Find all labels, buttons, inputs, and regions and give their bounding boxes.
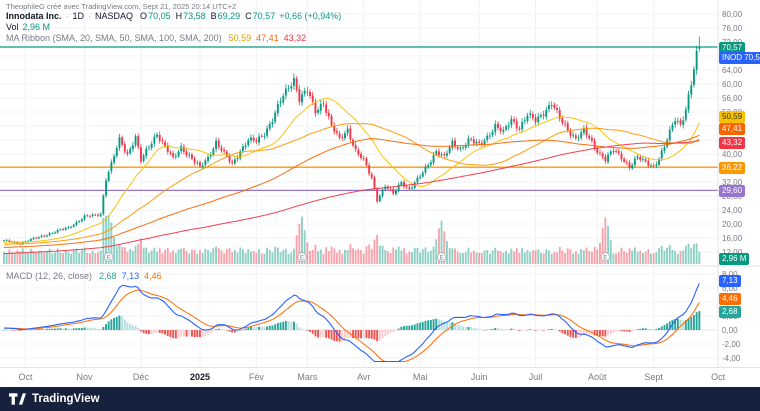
axis-badge: 29,60 xyxy=(719,184,746,197)
time-axis-label: Juin xyxy=(470,372,488,382)
ma-ribbon-value: 47,41 xyxy=(256,33,279,43)
legend-separator: · xyxy=(65,11,69,21)
axis-badge: 47,41 xyxy=(719,122,746,135)
volume-label: Vol xyxy=(6,22,19,32)
ohlc-value: 73,58 xyxy=(183,11,206,21)
price-axis-label: 32,00 xyxy=(722,177,743,187)
time-axis-label: Nov xyxy=(76,372,93,382)
macd-axis-label: 0,00 xyxy=(722,325,738,335)
price-axis-label: 40,00 xyxy=(722,149,743,159)
svg-text:E: E xyxy=(603,256,607,262)
tradingview-logo[interactable]: TradingView xyxy=(9,393,100,405)
axis-badge: 2,68 xyxy=(719,305,741,318)
ma-ribbon-label: MA Ribbon (SMA, 20, SMA, 50, SMA, 100, S… xyxy=(6,33,222,43)
macd-axis-label: -2,00 xyxy=(722,339,741,349)
macd-values: 2,68 7,13 4,46 xyxy=(99,271,162,281)
macd-legend-row[interactable]: MACD (12, 26, close) 2,68 7,13 4,46 xyxy=(6,271,162,281)
price-axis-label: 64,00 xyxy=(722,65,743,75)
ma-ribbon-value: 50,59 xyxy=(228,33,252,43)
price-axis-label: 60,00 xyxy=(722,79,743,89)
time-axis-label: Oct xyxy=(18,372,33,382)
axis-badge: 2,96 M xyxy=(719,253,750,265)
time-axis-label: Juil xyxy=(528,372,543,382)
macd-axis-label: 6,00 xyxy=(722,283,738,293)
time-axis-label: 2025 xyxy=(189,372,210,382)
ohlc-key: B xyxy=(210,11,217,21)
macd-value: 7,13 xyxy=(121,271,140,281)
time-axis-label: Déc xyxy=(132,372,149,382)
macd-axis-label: 8,00 xyxy=(722,270,738,279)
ohlc-key: H xyxy=(175,11,183,21)
time-axis-label: Sept xyxy=(644,372,663,382)
ohlc-value: 69,29 xyxy=(217,11,241,21)
tradingview-logo-icon xyxy=(9,393,26,405)
legend-separator: · xyxy=(88,11,92,21)
ohlc-value: 70,05 xyxy=(148,11,171,21)
axis-badge: 7,13 xyxy=(719,274,741,287)
tradingview-brand-text: TradingView xyxy=(32,393,100,405)
change-value: +0,66 (+0,94%) xyxy=(279,11,342,21)
ohlc-values: O 70,05 H 73,58 B 69,29 C 70,57 xyxy=(140,11,275,21)
axis-badge: 43,32 xyxy=(719,136,746,149)
price-axis[interactable]: 80,0076,0072,0068,0064,0060,0056,0052,00… xyxy=(718,0,760,368)
price-axis-label: 16,00 xyxy=(722,233,743,243)
svg-text:E: E xyxy=(440,256,444,262)
ohlc-key: C xyxy=(245,11,252,21)
macd-value: 4,46 xyxy=(144,271,162,281)
volume-legend-row[interactable]: Vol 2,96 M xyxy=(6,22,50,32)
volume-value: 2,96 M xyxy=(22,22,51,32)
time-axis-label: Oct xyxy=(711,372,726,382)
axis-badge: 50,59 xyxy=(719,111,746,124)
svg-text:E: E xyxy=(300,256,304,262)
price-axis-label: 24,00 xyxy=(722,205,743,215)
ohlc-key: O xyxy=(140,11,148,21)
ma-ribbon-value: 43,32 xyxy=(283,33,307,43)
time-axis-label: Avr xyxy=(357,372,371,382)
price-axis-label: 20,00 xyxy=(722,219,743,229)
watermark: TheophileG créé avec TradingView.com, Se… xyxy=(6,2,236,11)
axis-badge: 70,57 xyxy=(719,42,746,54)
watermark-text: TheophileG créé avec TradingView.com, Se… xyxy=(6,2,237,11)
price-axis-label: 12,00 xyxy=(722,247,743,257)
axis-badge: INOD 70,57 xyxy=(719,52,760,64)
ma-ribbon-legend-row[interactable]: MA Ribbon (SMA, 20, SMA, 50, SMA, 100, S… xyxy=(6,33,306,43)
exchange-label: NASDAQ xyxy=(95,11,134,21)
svg-text:E: E xyxy=(107,256,111,262)
symbol-legend-row[interactable]: Innodata Inc. · 1D · NASDAQ O 70,05 H 73,58… xyxy=(6,11,341,21)
macd-label: MACD (12, 26, close) xyxy=(6,271,93,281)
symbol-name: Innodata Inc. xyxy=(6,11,62,21)
time-axis-label: Fév xyxy=(248,372,264,382)
time-axis[interactable]: Oct Nov Déc 2025 Fév Mars Avr Mai Juin Juil Août Se… xyxy=(0,368,760,387)
ohlc-value: 70,57 xyxy=(252,11,276,21)
time-axis-label: Août xyxy=(588,372,607,382)
time-axis-label: Mai xyxy=(412,372,428,382)
macd-axis-label: -4,00 xyxy=(722,353,741,363)
timeframe-label: 1D xyxy=(72,11,85,21)
price-axis-label: 76,00 xyxy=(722,23,743,33)
macd-value: 2,68 xyxy=(99,271,117,281)
price-axis-label: 56,00 xyxy=(722,93,743,103)
axis-badge: 4,46 xyxy=(719,293,741,306)
price-axis-label: 80,00 xyxy=(722,9,743,19)
time-axis-label: Mars xyxy=(297,372,318,382)
ma-ribbon-values: 50,59 47,41 43,32 xyxy=(229,33,307,43)
footer-bar: TradingView xyxy=(0,387,760,411)
axis-badge: 36,22 xyxy=(719,161,746,174)
